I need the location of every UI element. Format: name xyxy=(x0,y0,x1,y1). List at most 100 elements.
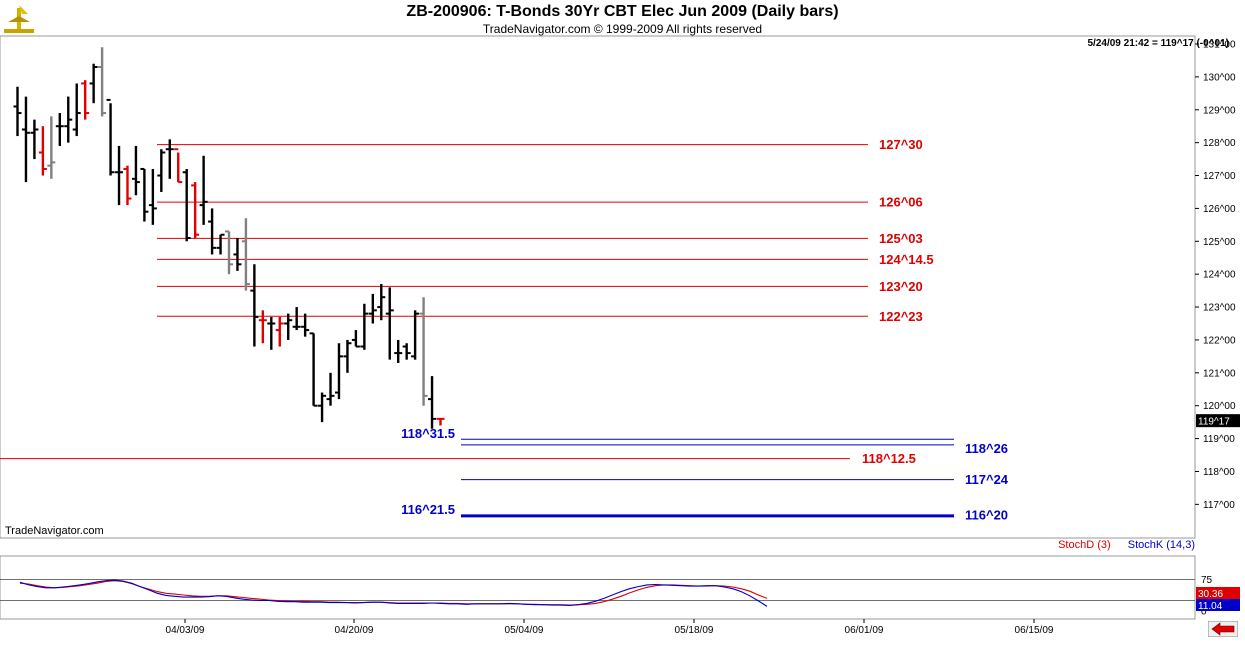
stoch-tick-label: 75 xyxy=(1201,575,1213,586)
ohlc-bar xyxy=(123,165,132,206)
ohlc-bar xyxy=(98,47,107,117)
price-tick-label: 122^00 xyxy=(1203,335,1236,346)
price-tick-label: 131^00 xyxy=(1203,40,1236,51)
ohlc-bar xyxy=(64,96,73,143)
price-readout: 5/24/09 21:42 = 119^17 (-0^01) xyxy=(1087,38,1229,49)
ohlc-bar xyxy=(309,332,318,407)
level-label: 118^26 xyxy=(965,441,1008,456)
ohlc-bar xyxy=(301,313,310,337)
price-panel-frame xyxy=(0,35,1196,539)
ohlc-bar xyxy=(191,182,200,239)
trade-navigator-logo xyxy=(4,5,34,33)
ohlc-bar xyxy=(394,339,403,363)
stochk-legend-label: StochK (14,3) xyxy=(1127,539,1195,551)
ohlc-bar xyxy=(38,126,47,176)
ohlc-bar xyxy=(115,145,124,206)
ohlc-bar xyxy=(411,310,420,360)
date-tick-label: 04/03/09 xyxy=(166,625,205,636)
ohlc-bar xyxy=(174,148,183,184)
price-tick-label: 120^00 xyxy=(1203,401,1236,412)
level-label: 124^14.5 xyxy=(879,252,934,267)
stoch-tick-label: 0 xyxy=(1201,607,1207,618)
level-label: 127^30 xyxy=(879,137,923,152)
last-price-label: 119^17 xyxy=(1198,417,1230,428)
stoch-value-box xyxy=(1196,599,1240,611)
price-tick-label: 123^00 xyxy=(1203,303,1236,314)
price-tick-label: 129^00 xyxy=(1203,105,1236,116)
price-tick-label: 118^00 xyxy=(1203,467,1235,478)
price-tick-label: 130^00 xyxy=(1203,72,1236,83)
level-label: 126^06 xyxy=(879,195,923,210)
stoch-panel-frame xyxy=(0,555,1196,620)
ohlc-bar xyxy=(292,307,301,331)
scroll-left-arrow-icon[interactable] xyxy=(1208,621,1238,637)
ohlc-bar xyxy=(13,86,22,137)
price-tick-label: 127^00 xyxy=(1203,171,1236,182)
ohlc-bar xyxy=(233,238,242,271)
ohlc-bar xyxy=(157,149,166,192)
ohlc-bar xyxy=(81,80,90,120)
level-label: 118^12.5 xyxy=(862,451,916,466)
price-tick-label: 124^00 xyxy=(1203,270,1236,281)
ohlc-bar xyxy=(351,330,360,348)
stoch-value-label: 11.04 xyxy=(1198,601,1223,612)
ohlc-bar xyxy=(216,233,225,255)
watermark-text: TradeNavigator.com xyxy=(5,525,104,537)
ohlc-bar xyxy=(377,284,386,321)
level-lines: 127^30 126^06 125^03 124^14.5 123^20 122^23 11… xyxy=(0,137,1009,523)
copyright-text: TradeNavigator.com © 1999-2009 All right… xyxy=(482,22,763,36)
ohlc-bar xyxy=(318,392,327,423)
stoch-line xyxy=(19,579,768,607)
level-label: 116^21.5 xyxy=(401,502,455,517)
ohlc-bar xyxy=(334,343,343,400)
date-tick-label: 05/04/09 xyxy=(505,625,544,636)
ohlc-bar xyxy=(419,297,428,406)
ohlc-bar xyxy=(385,287,394,360)
ohlc-bar xyxy=(275,316,284,347)
date-tick-label: 04/20/09 xyxy=(335,625,374,636)
date-axis: 04/03/09 04/20/09 05/04/09 05/18/09 06/01/09… xyxy=(166,619,1054,636)
ohlc-bar xyxy=(208,208,217,255)
stoch-value-label: 30.36 xyxy=(1198,589,1223,600)
ohlc-bar xyxy=(284,313,293,340)
price-bars xyxy=(13,47,445,429)
ohlc-bar xyxy=(267,316,276,350)
date-tick-label: 06/01/09 xyxy=(845,625,884,636)
ohlc-bar xyxy=(368,293,377,324)
level-label: 125^03 xyxy=(879,231,923,246)
ohlc-bar xyxy=(250,264,259,347)
ohlc-bar xyxy=(72,83,81,137)
ohlc-bar xyxy=(343,339,352,373)
date-tick-label: 05/18/09 xyxy=(675,625,714,636)
ohlc-bar xyxy=(131,145,140,196)
ohlc-bar xyxy=(428,376,437,429)
ohlc-bar xyxy=(258,310,267,344)
ohlc-bar xyxy=(165,139,174,179)
chart-title: ZB-200906: T-Bonds 30Yr CBT Elec Jun 200… xyxy=(406,3,839,20)
level-label: 122^23 xyxy=(879,309,923,324)
last-price-box xyxy=(1196,414,1240,428)
level-label: 117^24 xyxy=(965,472,1009,487)
stochd-legend-label: StochD (3) xyxy=(1058,539,1111,551)
ohlc-bar xyxy=(182,168,191,242)
ohlc-bar xyxy=(199,155,208,225)
ohlc-bar xyxy=(148,168,157,225)
ohlc-bar xyxy=(106,98,115,176)
level-label: 116^20 xyxy=(965,508,1008,523)
price-tick-label: 121^00 xyxy=(1203,368,1236,379)
price-tick-label: 119^00 xyxy=(1203,434,1235,445)
level-label: 123^20 xyxy=(879,279,923,294)
ohlc-bar xyxy=(30,119,39,160)
price-tick-label: 125^00 xyxy=(1203,237,1236,248)
price-tick-label: 128^00 xyxy=(1203,138,1236,149)
ohlc-bar xyxy=(21,96,30,183)
ohlc-bar xyxy=(140,167,149,222)
ohlc-bar xyxy=(360,303,369,350)
ohlc-bar xyxy=(55,113,64,146)
level-label: 118^31.5 xyxy=(401,426,455,441)
price-tick-label: 126^00 xyxy=(1203,204,1236,215)
stoch-value-box xyxy=(1196,587,1240,599)
